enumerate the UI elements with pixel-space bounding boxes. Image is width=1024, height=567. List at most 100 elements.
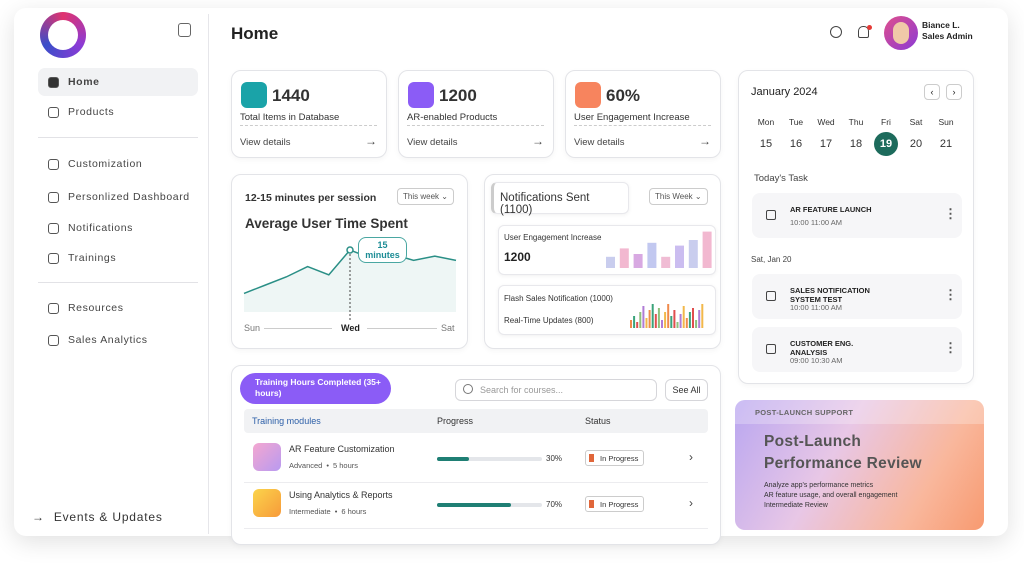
divider — [407, 125, 544, 126]
nav-label: Trainings — [68, 252, 117, 264]
task-title: SALES NOTIFICATION SYSTEM TEST — [790, 286, 870, 304]
nav-item[interactable]: Sales Analytics — [48, 334, 148, 346]
task-icon — [766, 344, 776, 354]
nav-item[interactable]: Trainings — [48, 252, 116, 264]
nav-icon — [48, 191, 59, 203]
search-input[interactable]: Search for courses... — [455, 379, 657, 401]
divider — [38, 137, 198, 138]
module-meta: Advanced • 5 hours — [289, 461, 358, 470]
promo-tag: POST-LAUNCH SUPPORT — [755, 408, 854, 417]
day-name: Tue — [788, 117, 804, 127]
selected-day — [874, 132, 898, 156]
nav-icon — [48, 76, 59, 88]
filter-dropdown[interactable]: This week ⌄ — [397, 188, 454, 205]
module-hours: 5 hours — [333, 461, 359, 470]
footer-label: Events & Updates — [53, 510, 163, 524]
module-icon — [253, 443, 281, 471]
divider — [38, 282, 198, 283]
next-button[interactable]: › — [946, 84, 962, 100]
hourglass — [589, 500, 594, 508]
module-hours: 6 hours — [341, 507, 367, 516]
view-details-link[interactable]: View details — [574, 137, 625, 148]
bell-icon[interactable] — [858, 26, 869, 38]
search-icon — [463, 384, 473, 394]
task-card[interactable] — [752, 274, 962, 319]
chevron[interactable]: › — [689, 496, 693, 510]
day-date[interactable]: 16 — [789, 138, 803, 150]
progress-label: 70% — [546, 500, 563, 509]
module-meta: Intermediate • 6 hours — [289, 507, 366, 516]
avatar[interactable] — [884, 16, 918, 50]
stat-label: AR-enabled Products — [407, 112, 498, 123]
nav-item[interactable]: Products — [48, 106, 114, 118]
arrow-icon: → — [699, 134, 711, 148]
nav-label: Home — [68, 76, 100, 88]
bullet: • — [326, 461, 329, 470]
view-details-link[interactable]: View details — [240, 137, 291, 148]
collapse-button[interactable] — [178, 23, 191, 37]
nav-icon — [48, 252, 59, 264]
stat-icon — [575, 82, 601, 108]
search-icon[interactable] — [830, 26, 842, 38]
x-label: Sun — [244, 323, 261, 333]
day-date[interactable]: 18 — [849, 138, 863, 150]
task-menu[interactable]: ⋮ — [944, 340, 957, 355]
day-date[interactable]: 20 — [909, 138, 923, 150]
stat-value: 1440 — [272, 86, 310, 105]
events-link[interactable]: → Events & Updates — [32, 510, 163, 524]
arrow-icon: → — [365, 134, 377, 148]
x-label: Wed — [341, 323, 360, 333]
status-pill: In Progress — [585, 496, 645, 512]
task-title: AR FEATURE LAUNCH — [790, 205, 872, 214]
promo-title: Post-Launch Performance Review — [764, 433, 922, 472]
module-title: Using Analytics & Reports — [289, 490, 393, 500]
nav-item[interactable]: Customization — [48, 158, 142, 170]
nav-icon — [48, 106, 59, 118]
active-nav-bg — [38, 68, 198, 96]
nav-item[interactable]: Home — [48, 76, 100, 88]
nav-label: Personlized Dashboard — [68, 191, 190, 203]
day-name: Fri — [881, 117, 891, 127]
day-date[interactable]: 19 — [879, 138, 893, 150]
logo-hole — [48, 20, 78, 50]
task-title: CUSTOMER ENG. ANALYSIS — [790, 339, 854, 357]
divider — [574, 125, 711, 126]
day-date[interactable]: 15 — [759, 138, 773, 150]
day-name: Thu — [848, 117, 864, 127]
see-all-button[interactable]: See All — [665, 379, 708, 401]
module-title: AR Feature Customization — [289, 444, 395, 454]
promo-line: Intermediate Review — [764, 502, 828, 509]
day-date[interactable]: 21 — [939, 138, 953, 150]
column-header: Training modules — [252, 416, 321, 426]
day-date[interactable]: 17 — [819, 138, 833, 150]
nav-item[interactable]: Personlized Dashboard — [48, 191, 190, 203]
filter-label: This Week — [655, 192, 693, 201]
arrow-icon: → — [32, 510, 45, 524]
nav-item[interactable]: Resources — [48, 302, 124, 314]
x-label: Sat — [441, 323, 455, 333]
nav-item[interactable]: Notifications — [48, 222, 133, 234]
chevron[interactable]: › — [689, 450, 693, 464]
table-header — [244, 409, 708, 433]
promo-card[interactable] — [735, 400, 984, 530]
prev-button[interactable]: ‹ — [924, 84, 940, 100]
task-time: 10:00 11:00 AM — [790, 303, 842, 312]
task-card[interactable] — [752, 327, 962, 372]
realtime-label: Real-Time Updates (800) — [504, 316, 594, 325]
status-pill: In Progress — [585, 450, 645, 466]
chart-subtitle: 12-15 minutes per session — [245, 192, 377, 204]
progress-fill — [437, 457, 469, 461]
task-menu[interactable]: ⋮ — [944, 287, 957, 302]
axis-line — [367, 328, 437, 329]
row-divider — [244, 528, 708, 529]
nav-label: Notifications — [68, 222, 133, 234]
arrow-icon: → — [532, 134, 544, 148]
task-menu[interactable]: ⋮ — [944, 206, 957, 221]
callout: 15 minutes — [358, 237, 407, 263]
user-info: Biance L. Sales Admin — [922, 20, 973, 42]
view-details-link[interactable]: View details — [407, 137, 458, 148]
bullet: • — [334, 507, 338, 516]
task-card[interactable] — [752, 193, 962, 238]
filter-dropdown[interactable]: This Week ⌄ — [649, 188, 708, 205]
divider — [240, 125, 377, 126]
